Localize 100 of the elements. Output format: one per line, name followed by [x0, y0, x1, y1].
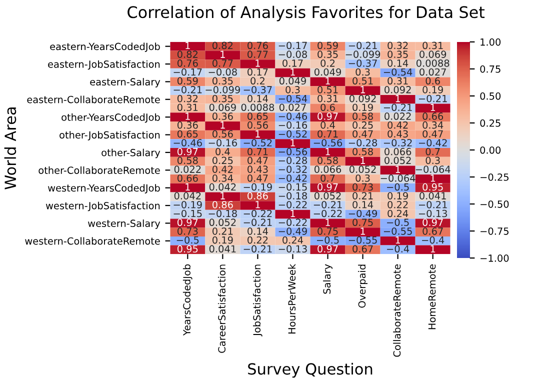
data-label: 0.47	[248, 156, 268, 164]
data-label: 0.51	[318, 86, 338, 94]
data-label: 0.95	[177, 245, 198, 253]
data-label: −0.5	[387, 183, 409, 191]
data-label: 0.19	[388, 192, 408, 200]
data-label: 1	[396, 94, 400, 102]
data-label: −0.37	[244, 86, 272, 94]
data-label: 0.36	[212, 112, 233, 120]
data-label: −0.21	[244, 218, 272, 226]
data-label: 0.97	[318, 112, 338, 120]
data-label: −0.08	[208, 68, 237, 76]
data-label: 0.7	[320, 174, 335, 182]
data-label: 0.049	[279, 77, 306, 85]
data-label: 0.22	[248, 236, 268, 244]
data-label: 0.052	[384, 156, 411, 164]
data-label: 0.31	[388, 77, 408, 85]
data-label: 1	[430, 104, 436, 111]
data-label: 0.95	[422, 183, 443, 191]
data-label: 0.97	[318, 183, 338, 191]
data-label: 0.022	[384, 112, 411, 120]
data-label: 1	[360, 86, 365, 94]
y-tick-label: other-CollaborateRemote	[38, 166, 160, 174]
color-bar-label: −0.25	[480, 173, 508, 181]
data-label: 0.022	[174, 166, 201, 173]
color-bar-label: 0.50	[480, 92, 501, 100]
data-label: 0.24	[388, 210, 408, 218]
data-label: 0.47	[248, 174, 268, 182]
data-label: 0.47	[352, 130, 373, 138]
data-label: −0.19	[244, 183, 272, 191]
data-label: 0.32	[388, 42, 408, 50]
data-label: −0.21	[418, 200, 447, 208]
data-label: 0.14	[248, 94, 268, 102]
data-label: −0.32	[278, 166, 307, 173]
data-label: −0.099	[346, 50, 380, 58]
data-label: 1	[326, 77, 330, 84]
data-label: −0.32	[384, 139, 412, 146]
y-tick-label: eastern-CollaborateRemote	[27, 96, 160, 104]
data-label: 0.71	[248, 148, 268, 156]
data-label: 0.17	[248, 68, 268, 76]
data-label: 1	[326, 148, 330, 156]
data-label: 1	[256, 130, 260, 138]
data-label: 0.6	[426, 77, 440, 85]
data-label: 0.17	[282, 59, 303, 67]
y-tick-label: western-CollaborateRemote	[25, 237, 160, 245]
data-label: 0.22	[388, 200, 408, 208]
data-label: −0.16	[278, 121, 308, 129]
data-label: 0.4	[320, 121, 335, 129]
data-label: 0.041	[209, 245, 236, 253]
color-bar-label: −1.00	[480, 254, 509, 262]
data-label: 0.24	[282, 236, 304, 244]
data-label: 0.67	[352, 245, 373, 253]
x-tick-label: JobSatisfaction	[253, 264, 262, 336]
data-label: 1	[186, 183, 190, 190]
data-label: −0.18	[278, 192, 307, 200]
data-label: 0.77	[212, 59, 233, 67]
data-label: 0.31	[422, 42, 443, 50]
color-bar-label: 1.00	[480, 38, 501, 46]
y-tick-label: western-YearsCodedJob	[48, 184, 160, 194]
data-label: −0.52	[278, 130, 307, 138]
data-label: −0.55	[348, 236, 377, 244]
data-label: 0.052	[314, 192, 341, 200]
data-label: 0.2	[320, 59, 335, 67]
color-bar-label: 0.75	[480, 65, 500, 73]
data-label: 0.56	[248, 121, 268, 129]
data-label: 0.069	[420, 50, 446, 58]
color-bar-label: 0.00	[480, 146, 501, 154]
data-label: 1	[186, 42, 190, 50]
data-label: 0.34	[212, 174, 233, 182]
data-label: 0.35	[212, 94, 233, 102]
color-bar-label: 0.25	[480, 119, 500, 127]
x-tick-label: Salary	[323, 264, 332, 294]
data-label: −0.22	[244, 210, 272, 218]
data-label: 0.97	[177, 218, 198, 226]
data-label: 0.14	[388, 59, 408, 67]
data-label: −0.17	[278, 42, 307, 50]
data-label: 0.56	[212, 130, 233, 138]
data-label: 0.43	[248, 166, 268, 173]
data-label: 0.041	[420, 192, 446, 200]
data-label: −0.21	[244, 245, 272, 253]
x-tick-label: YearsCodedJob	[182, 264, 192, 336]
color-bar-label: −0.75	[480, 227, 508, 235]
y-tick-label: western-JobSatisfaction	[46, 202, 160, 212]
data-label: 0.73	[177, 228, 198, 235]
data-label: 1	[396, 236, 400, 244]
data-label: −0.28	[278, 156, 307, 164]
data-label: 0.25	[212, 156, 233, 164]
data-label: 0.75	[318, 228, 338, 235]
data-label: −0.52	[244, 139, 272, 146]
y-tick-label: other-YearsCodedJob	[62, 113, 160, 123]
data-label: −0.21	[418, 94, 447, 102]
data-label: 0.66	[177, 174, 198, 182]
data-label: 0.049	[314, 68, 341, 76]
data-label: −0.08	[278, 50, 307, 58]
data-label: −0.15	[174, 210, 202, 218]
data-label: 0.51	[352, 77, 373, 85]
data-label: 0.3	[356, 68, 370, 76]
x-axis-title: Survey Question	[248, 362, 372, 378]
data-label: −0.17	[174, 68, 202, 76]
data-label: 0.36	[177, 121, 198, 129]
data-label: 1	[360, 228, 365, 235]
